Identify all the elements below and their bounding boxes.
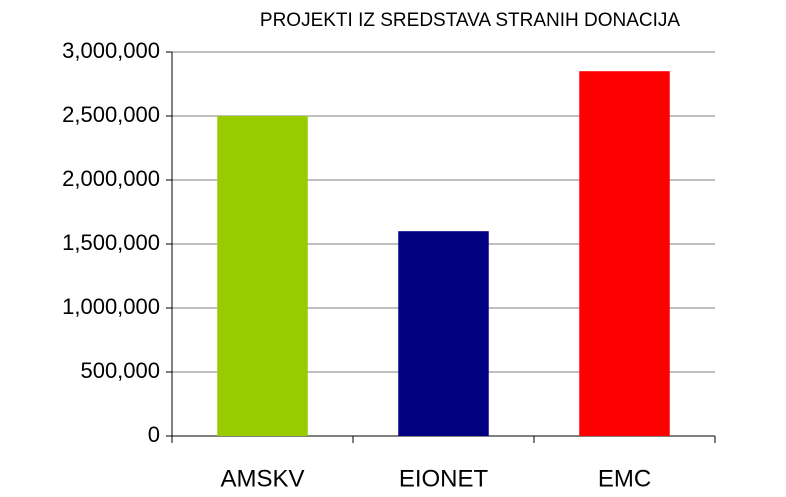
- y-tick-label: 500,000: [80, 358, 160, 383]
- y-tick-label: 1,000,000: [62, 294, 160, 319]
- x-tick-label: AMSKV: [220, 465, 304, 492]
- y-tick-label: 0: [148, 422, 160, 447]
- x-tick-label: EIONET: [399, 465, 489, 492]
- y-tick-label: 2,500,000: [62, 102, 160, 127]
- x-tick-label: EMC: [598, 465, 651, 492]
- bar: [398, 231, 489, 436]
- y-tick-label: 1,500,000: [62, 230, 160, 255]
- y-tick-label: 2,000,000: [62, 166, 160, 191]
- y-tick-label: 3,000,000: [62, 38, 160, 63]
- bar: [579, 71, 670, 436]
- chart-title: PROJEKTI IZ SREDSTAVA STRANIH DONACIJA: [260, 10, 680, 31]
- bar: [217, 116, 308, 436]
